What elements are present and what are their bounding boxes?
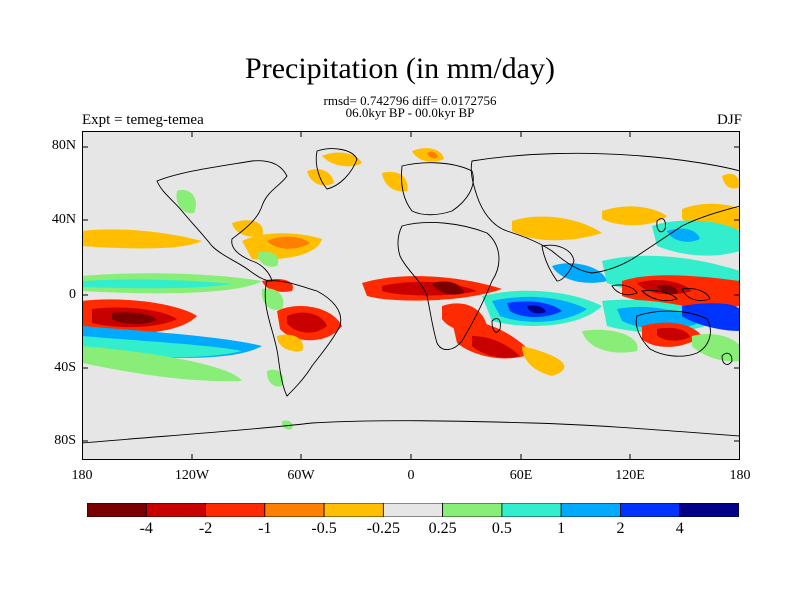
stats-line: rmsd= 0.742796 diff= 0.0172756 <box>323 93 497 108</box>
colorbar-label: -4 <box>139 520 153 537</box>
anomaly-patch <box>112 312 157 325</box>
anomaly-patch <box>472 336 520 358</box>
period-line: 06.0kyr BP - 00.0kyr BP <box>345 105 475 120</box>
y-tick-label: 40S <box>54 360 76 375</box>
y-tick-label: 0 <box>69 287 76 302</box>
anomaly-patch <box>281 420 293 430</box>
x-tick-label: 180 <box>71 468 93 483</box>
anomaly-patch <box>322 152 362 167</box>
colorbar-label: 1 <box>557 520 566 537</box>
x-tick-label: 0 <box>407 468 415 483</box>
x-tick-label: 180 <box>729 468 751 483</box>
anomaly-patch <box>257 251 279 267</box>
axis-ticks <box>82 131 740 460</box>
precipitation-map <box>82 131 740 460</box>
anomaly-patch <box>82 229 202 249</box>
anomaly-patch <box>176 190 197 214</box>
anomaly-patch <box>287 312 327 333</box>
anomaly-patch <box>452 320 532 359</box>
anomaly-patch <box>512 216 602 241</box>
anomaly-patch <box>277 334 303 352</box>
anomaly-patch <box>552 263 607 283</box>
colorbar-label: 0.25 <box>428 520 457 537</box>
anomaly-patch <box>667 228 700 242</box>
anomaly-patch <box>432 281 464 295</box>
y-tick-label: 40N <box>51 212 76 227</box>
anomaly-patch <box>602 206 667 226</box>
colorbar-swatch <box>264 503 325 517</box>
anomaly-patch <box>617 306 702 330</box>
anomaly-patch <box>267 236 310 249</box>
experiment-label: Expt = temeg-temea <box>82 112 204 128</box>
y-tick-label: 80S <box>54 433 76 448</box>
colorbar-swatch <box>501 503 562 517</box>
x-tick-label: 120W <box>174 468 210 483</box>
colorbar-label: 0.5 <box>491 520 512 537</box>
colorbar-label: -1 <box>258 520 272 537</box>
anomaly-patch <box>657 284 678 295</box>
colorbar-swatch <box>442 503 503 517</box>
x-tick-label: 60E <box>509 468 533 483</box>
anomaly-patch <box>266 369 284 387</box>
anomaly-patch <box>307 169 334 186</box>
colorbar-swatch <box>205 503 266 517</box>
anomaly-patch <box>527 305 546 314</box>
colorbar <box>87 503 739 517</box>
anomaly-patch <box>722 173 740 189</box>
colorbar-swatch <box>87 503 147 517</box>
colorbar-swatch <box>620 503 681 517</box>
anomaly-patch <box>261 288 284 310</box>
colorbar-swatch <box>679 503 739 517</box>
anomaly-patch <box>522 346 565 376</box>
x-tick-label: 120E <box>615 468 645 483</box>
anomaly-patch <box>657 327 690 341</box>
colorbar-swatch <box>382 503 444 517</box>
colorbar-label: 2 <box>616 520 625 537</box>
colorbar-label: -2 <box>198 520 213 537</box>
season-label: DJF <box>716 112 742 128</box>
colorbar-label: 4 <box>675 520 684 537</box>
coastlines <box>82 148 740 444</box>
anomaly-patch <box>412 148 444 162</box>
anomaly-patch <box>82 279 232 289</box>
colorbar-swatch <box>560 503 621 517</box>
anomaly-patch <box>582 329 638 353</box>
y-tick-label: 80N <box>51 138 76 153</box>
anomaly-patch <box>82 346 242 382</box>
colorbar-swatch <box>323 503 384 517</box>
anomaly-patch <box>692 334 740 362</box>
anomaly-patch <box>682 303 740 331</box>
x-tick-label: 60W <box>287 468 315 483</box>
colorbar-label: -0.25 <box>366 520 401 537</box>
chart-title: Precipitation (in mm/day) <box>245 52 555 85</box>
anomaly-patch <box>427 151 438 159</box>
colorbar-label: -0.5 <box>311 520 337 537</box>
colorbar-swatch <box>145 503 206 517</box>
